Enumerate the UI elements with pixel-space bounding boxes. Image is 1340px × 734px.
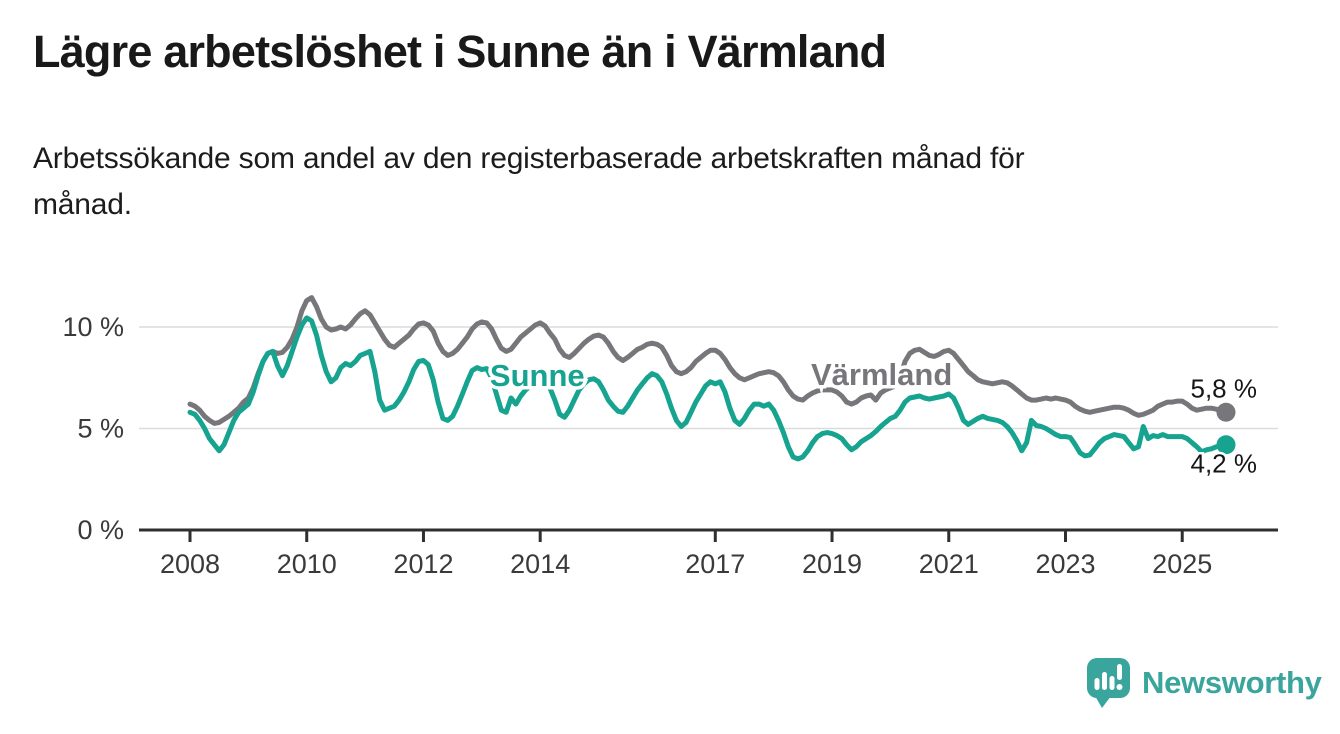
- x-axis-tick-label: 2021: [919, 549, 979, 579]
- x-axis-tick-label: 2023: [1035, 549, 1095, 579]
- series-end-dot-varmland: [1216, 402, 1236, 422]
- page-title: Lägre arbetslöshet i Sunne än i Värmland: [33, 26, 887, 77]
- x-axis-tick-label: 2025: [1152, 549, 1212, 579]
- series-line-varmland: [187, 295, 1229, 426]
- series-label-varmland: Värmland: [811, 357, 952, 392]
- subtitle-line-1: Arbetssökande som andel av den registerb…: [33, 142, 1025, 175]
- x-axis-tick-label: 2017: [685, 549, 745, 579]
- series-end-value-sunne: 4,2 %: [1191, 449, 1258, 479]
- series-line-sunne: [187, 315, 1229, 462]
- y-axis-tick-label: 0 %: [77, 515, 124, 545]
- y-axis-tick-label: 5 %: [77, 414, 124, 444]
- newsworthy-logo: Newsworthy: [1086, 656, 1322, 710]
- series-label-sunne: Sunne: [490, 358, 585, 393]
- subtitle-line-2: månad.: [33, 188, 132, 221]
- chart-subtitle: Arbetssökande som andel av den registerb…: [33, 136, 1025, 228]
- x-axis-tick-label: 2019: [802, 549, 862, 579]
- x-axis-tick-label: 2014: [510, 549, 570, 579]
- x-axis-tick-label: 2008: [160, 549, 220, 579]
- x-axis-tick-label: 2012: [393, 549, 453, 579]
- newsworthy-logo-icon: [1087, 658, 1130, 708]
- x-axis-tick-label: 2010: [277, 549, 337, 579]
- series-end-dot-sunne: [1216, 435, 1236, 455]
- y-axis-tick-label: 10 %: [62, 312, 124, 342]
- newsworthy-logo-text: Newsworthy: [1142, 665, 1322, 700]
- series-end-value-varmland: 5,8 %: [1191, 373, 1258, 403]
